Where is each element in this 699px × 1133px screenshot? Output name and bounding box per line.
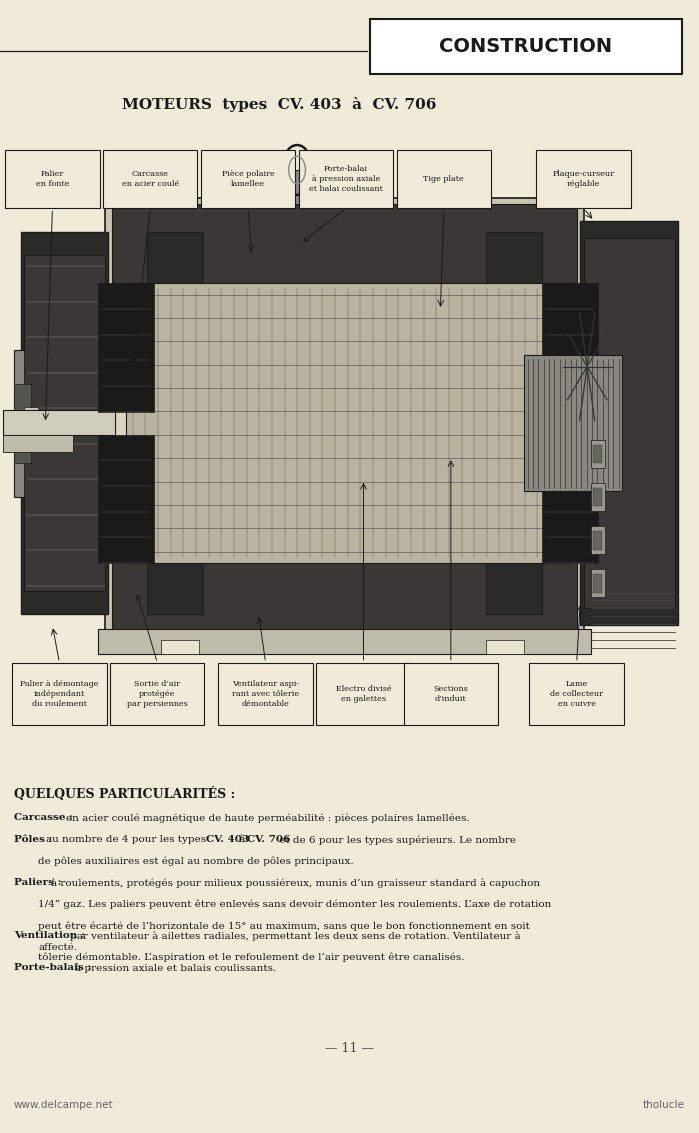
FancyBboxPatch shape: [110, 663, 204, 725]
FancyBboxPatch shape: [591, 526, 605, 554]
Text: à: à: [236, 835, 248, 844]
Text: — 11 —: — 11 —: [325, 1041, 374, 1055]
Text: Paliers :: Paliers :: [14, 878, 62, 887]
Text: à roulements, protégés pour milieux poussiéreux, munis d’un graisseur standard à: à roulements, protégés pour milieux pous…: [51, 878, 540, 888]
FancyBboxPatch shape: [404, 663, 498, 725]
Text: Palier
en fonte: Palier en fonte: [36, 170, 69, 188]
FancyBboxPatch shape: [17, 187, 682, 659]
FancyBboxPatch shape: [486, 546, 542, 614]
Text: Carcasse :: Carcasse :: [14, 813, 73, 823]
FancyBboxPatch shape: [486, 232, 542, 300]
FancyBboxPatch shape: [486, 640, 524, 654]
FancyBboxPatch shape: [3, 410, 115, 435]
FancyBboxPatch shape: [593, 445, 602, 463]
Text: CONSTRUCTION: CONSTRUCTION: [439, 37, 612, 56]
Text: Pièce polaire
lamellee: Pièce polaire lamellee: [222, 170, 275, 188]
FancyBboxPatch shape: [218, 663, 313, 725]
Text: et de 6 pour les types supérieurs. Le nombre: et de 6 pour les types supérieurs. Le no…: [276, 835, 516, 844]
FancyBboxPatch shape: [126, 283, 570, 563]
Text: tôlerie démontable. L’aspiration et le refoulement de l’air peuvent être canalis: tôlerie démontable. L’aspiration et le r…: [38, 953, 465, 962]
FancyBboxPatch shape: [98, 435, 154, 563]
FancyBboxPatch shape: [591, 483, 605, 511]
Text: www.delcampe.net: www.delcampe.net: [14, 1100, 114, 1109]
Text: Sortie d’air
protégée
par persiennes: Sortie d’air protégée par persiennes: [127, 680, 188, 708]
FancyBboxPatch shape: [593, 488, 602, 506]
Text: QUELQUES PARTICULARITÉS :: QUELQUES PARTICULARITÉS :: [14, 787, 236, 801]
FancyBboxPatch shape: [24, 408, 38, 437]
Text: CV. 706: CV. 706: [247, 835, 290, 844]
FancyBboxPatch shape: [147, 232, 203, 300]
FancyBboxPatch shape: [299, 150, 393, 208]
Text: Pôles :: Pôles :: [14, 835, 52, 844]
FancyBboxPatch shape: [593, 531, 602, 550]
FancyBboxPatch shape: [291, 170, 303, 204]
FancyBboxPatch shape: [161, 640, 199, 654]
FancyBboxPatch shape: [3, 435, 73, 452]
Text: 1/4” gaz. Les paliers peuvent être enlevés sans devoir démonter les roulements. : 1/4” gaz. Les paliers peuvent être enlev…: [38, 900, 552, 909]
Text: MOTEURS  types  CV. 403  à  CV. 706: MOTEURS types CV. 403 à CV. 706: [122, 96, 437, 112]
FancyBboxPatch shape: [24, 255, 105, 591]
FancyBboxPatch shape: [397, 150, 491, 208]
FancyBboxPatch shape: [584, 238, 675, 608]
FancyBboxPatch shape: [103, 150, 197, 208]
Text: Carcasse
en acier coulé: Carcasse en acier coulé: [122, 170, 179, 188]
Text: par ventilateur à ailettes radiales, permettant les deux sens de rotation. Venti: par ventilateur à ailettes radiales, per…: [70, 931, 521, 942]
Text: CV. 403: CV. 403: [206, 835, 250, 844]
FancyBboxPatch shape: [147, 546, 203, 614]
FancyBboxPatch shape: [591, 440, 605, 468]
Text: à pression axiale et balais coulissants.: à pression axiale et balais coulissants.: [75, 963, 276, 973]
Text: Porte-balais :: Porte-balais :: [14, 963, 92, 972]
FancyBboxPatch shape: [14, 349, 42, 497]
Text: affecté.: affecté.: [38, 943, 78, 952]
FancyBboxPatch shape: [530, 663, 624, 725]
Text: Porte-balai
à pression axiale
et balai coulissant: Porte-balai à pression axiale et balai c…: [309, 165, 383, 193]
FancyBboxPatch shape: [542, 283, 598, 412]
Text: Sections
d’induit: Sections d’induit: [433, 685, 468, 702]
FancyBboxPatch shape: [580, 221, 678, 625]
Text: Electro divisé
en galettes: Electro divisé en galettes: [336, 685, 391, 702]
Text: Lame
de collecteur
en cuivre: Lame de collecteur en cuivre: [550, 680, 603, 708]
FancyBboxPatch shape: [115, 295, 573, 552]
FancyBboxPatch shape: [98, 629, 591, 654]
Text: peut être écarté de l’horizontale de 15° au maximum, sans que le bon fonctionnem: peut être écarté de l’horizontale de 15°…: [38, 921, 531, 930]
Text: de pôles auxiliaires est égal au nombre de pôles principaux.: de pôles auxiliaires est égal au nombre …: [38, 857, 354, 866]
FancyBboxPatch shape: [112, 204, 577, 642]
FancyBboxPatch shape: [14, 383, 31, 463]
Text: Ventilation :: Ventilation :: [14, 931, 85, 940]
FancyBboxPatch shape: [105, 198, 584, 648]
FancyBboxPatch shape: [316, 663, 411, 725]
FancyBboxPatch shape: [98, 283, 154, 412]
Text: au nombre de 4 pour les types: au nombre de 4 pour les types: [46, 835, 210, 844]
Text: Plaque-curseur
réglable: Plaque-curseur réglable: [553, 170, 614, 188]
Text: Palier à démontage
indépendant
du roulement: Palier à démontage indépendant du roulem…: [20, 680, 99, 708]
FancyBboxPatch shape: [370, 19, 682, 74]
FancyBboxPatch shape: [21, 232, 108, 614]
FancyBboxPatch shape: [593, 574, 602, 593]
FancyBboxPatch shape: [537, 150, 630, 208]
FancyBboxPatch shape: [591, 569, 605, 597]
FancyBboxPatch shape: [524, 356, 622, 492]
Text: Ventilateur aspi-
rant avec tôlerie
démontable: Ventilateur aspi- rant avec tôlerie démo…: [232, 680, 299, 708]
FancyBboxPatch shape: [201, 150, 295, 208]
Text: Tige plate: Tige plate: [424, 174, 464, 184]
FancyBboxPatch shape: [13, 663, 107, 725]
Text: en acier coulé magnétique de haute perméabilité : pièces polaires lamellées.: en acier coulé magnétique de haute permé…: [66, 813, 470, 823]
FancyBboxPatch shape: [5, 150, 100, 208]
FancyBboxPatch shape: [542, 435, 598, 563]
Text: tholucle: tholucle: [643, 1100, 685, 1109]
